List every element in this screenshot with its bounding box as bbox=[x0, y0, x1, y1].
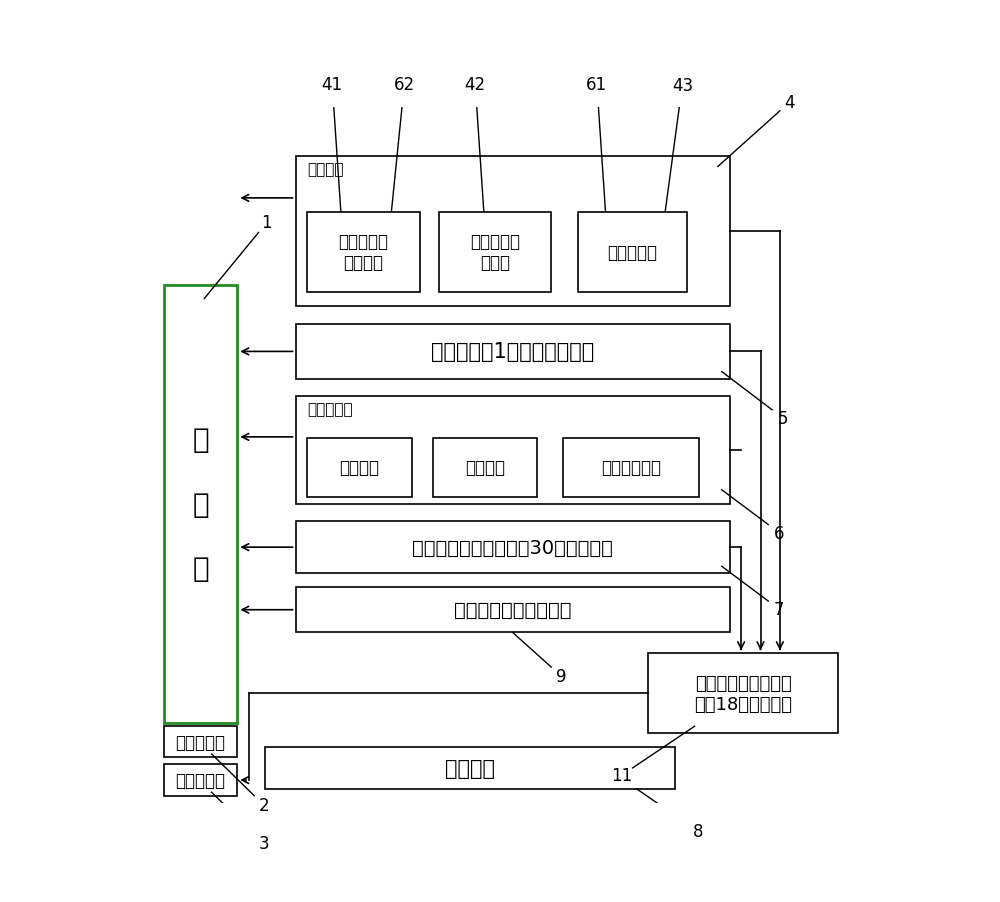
Text: 温湿系统: 温湿系统 bbox=[307, 161, 344, 177]
Text: 第二计算机: 第二计算机 bbox=[176, 771, 226, 789]
Bar bbox=[296, 157, 730, 306]
Text: 第一计算机: 第一计算机 bbox=[176, 733, 226, 751]
Text: 人体生理指标测试系统: 人体生理指标测试系统 bbox=[454, 601, 571, 620]
Bar bbox=[433, 438, 537, 497]
Text: 暖体出汗假人测试系
统（18个传感器）: 暖体出汗假人测试系 统（18个传感器） bbox=[694, 674, 792, 713]
Text: 报警系统: 报警系统 bbox=[445, 758, 495, 778]
Bar bbox=[296, 521, 730, 574]
Text: 5: 5 bbox=[778, 410, 788, 428]
Text: 控

制

柜: 控 制 柜 bbox=[192, 426, 209, 583]
Text: 3: 3 bbox=[258, 834, 269, 852]
Text: 43: 43 bbox=[672, 77, 693, 95]
Bar bbox=[578, 212, 687, 292]
Text: 新风系统（1个氧气传感器）: 新风系统（1个氧气传感器） bbox=[431, 342, 594, 362]
Text: 人体微气候采集系统（30个传感器）: 人体微气候采集系统（30个传感器） bbox=[412, 538, 613, 557]
Text: 2: 2 bbox=[258, 796, 269, 814]
Text: 9: 9 bbox=[556, 667, 566, 686]
Text: 1: 1 bbox=[261, 214, 272, 232]
Bar bbox=[264, 747, 675, 789]
Bar bbox=[563, 438, 698, 497]
Text: 远红外辐射
加热板: 远红外辐射 加热板 bbox=[470, 233, 520, 272]
Text: 8: 8 bbox=[693, 823, 703, 841]
Bar bbox=[307, 212, 420, 292]
Text: 电极加湿器: 电极加湿器 bbox=[608, 244, 658, 262]
Bar bbox=[296, 397, 730, 504]
Text: 7: 7 bbox=[774, 601, 784, 619]
Text: 42: 42 bbox=[465, 77, 486, 95]
Text: 6: 6 bbox=[774, 524, 784, 542]
Bar bbox=[164, 726, 237, 758]
Bar bbox=[439, 212, 551, 292]
Text: 整流风道: 整流风道 bbox=[465, 459, 505, 476]
Text: 61: 61 bbox=[586, 77, 607, 95]
Bar bbox=[164, 765, 237, 796]
Bar bbox=[164, 285, 237, 723]
Text: 模拟风系统: 模拟风系统 bbox=[307, 401, 353, 417]
Bar bbox=[307, 438, 412, 497]
Text: 模拟风道: 模拟风道 bbox=[339, 459, 379, 476]
Bar bbox=[296, 325, 730, 379]
Bar bbox=[648, 653, 838, 733]
Bar bbox=[296, 587, 730, 632]
Text: 4: 4 bbox=[784, 94, 795, 112]
Text: 62: 62 bbox=[394, 77, 415, 95]
Text: 11: 11 bbox=[611, 767, 632, 785]
Text: 数码涡旋制
冷压缩机: 数码涡旋制 冷压缩机 bbox=[338, 233, 388, 272]
Text: 变频轴流风机: 变频轴流风机 bbox=[601, 459, 661, 476]
Text: 41: 41 bbox=[322, 77, 343, 95]
